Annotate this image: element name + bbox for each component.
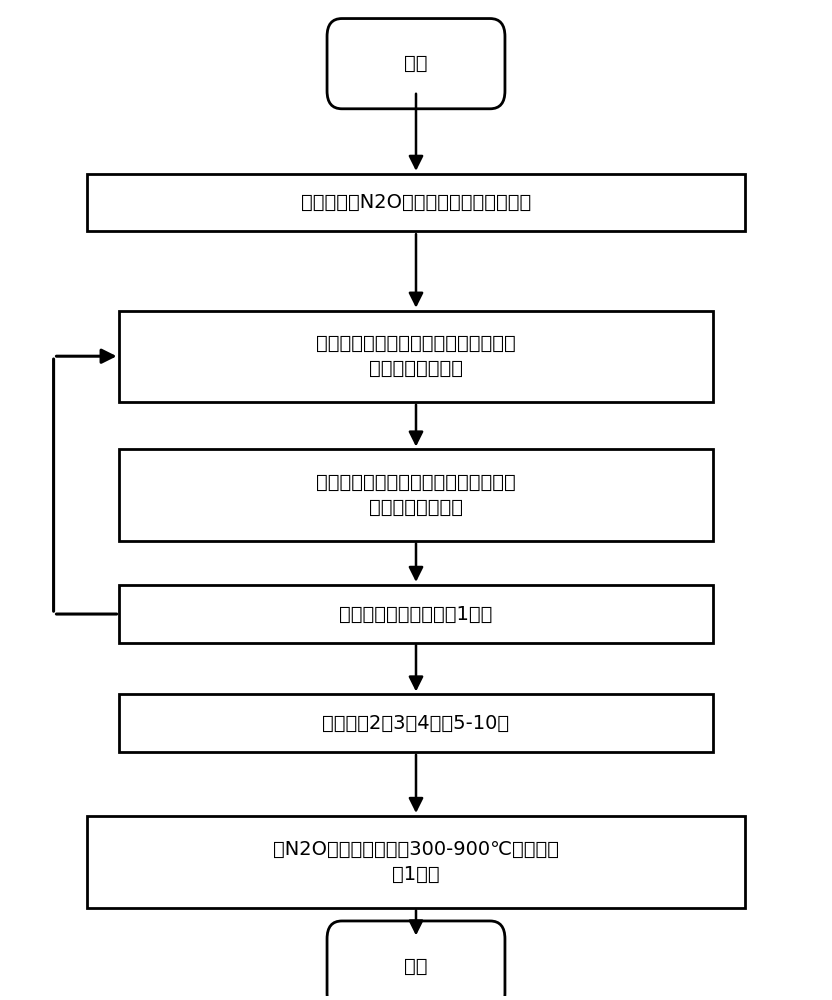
- FancyBboxPatch shape: [120, 585, 712, 643]
- FancyBboxPatch shape: [87, 174, 745, 231]
- FancyBboxPatch shape: [120, 449, 712, 541]
- Text: 结束: 结束: [404, 957, 428, 976]
- FancyBboxPatch shape: [327, 19, 505, 109]
- FancyBboxPatch shape: [120, 311, 712, 402]
- Text: 重复以上2、3、4步須5-10次: 重复以上2、3、4步須5-10次: [323, 714, 509, 733]
- FancyBboxPatch shape: [87, 816, 745, 908]
- Text: 采用氮气等离子体吹扫1分钟: 采用氮气等离子体吹扫1分钟: [339, 605, 493, 624]
- Text: 在二氧化确界面层上生长氧化铝，前驱
体为三甲基铝和水: 在二氧化确界面层上生长氧化铝，前驱 体为三甲基铝和水: [316, 473, 516, 517]
- Text: 在二氧化确界面层上生长氧化铝，前驱
体为三甲基铝和水: 在二氧化确界面层上生长氧化铝，前驱 体为三甲基铝和水: [316, 334, 516, 378]
- FancyBboxPatch shape: [120, 694, 712, 752]
- Text: 在N2O环境中，温度为300-900℃条件下退
火1分钟: 在N2O环境中，温度为300-900℃条件下退 火1分钟: [273, 840, 559, 884]
- FancyBboxPatch shape: [327, 921, 505, 1000]
- Text: 碳化确表面N2O环境中退火形成二氧化确: 碳化确表面N2O环境中退火形成二氧化确: [301, 193, 531, 212]
- Text: 开始: 开始: [404, 54, 428, 73]
